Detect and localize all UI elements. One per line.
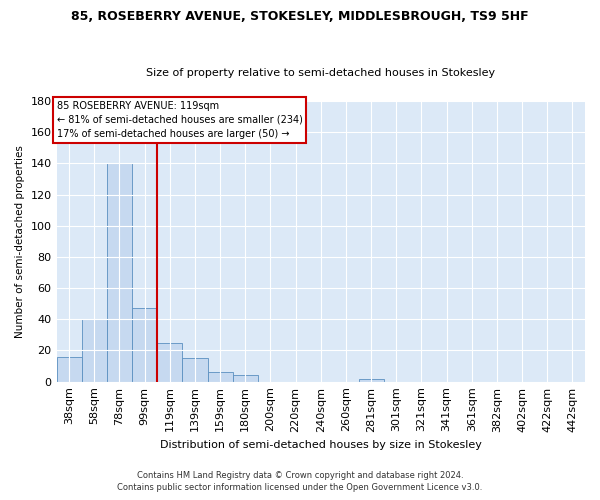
Text: 85, ROSEBERRY AVENUE, STOKESLEY, MIDDLESBROUGH, TS9 5HF: 85, ROSEBERRY AVENUE, STOKESLEY, MIDDLES… xyxy=(71,10,529,23)
Text: 85 ROSEBERRY AVENUE: 119sqm
← 81% of semi-detached houses are smaller (234)
17% : 85 ROSEBERRY AVENUE: 119sqm ← 81% of sem… xyxy=(56,101,302,139)
Bar xyxy=(157,342,182,382)
Bar xyxy=(208,372,233,382)
Bar xyxy=(359,378,383,382)
Y-axis label: Number of semi-detached properties: Number of semi-detached properties xyxy=(15,145,25,338)
Bar xyxy=(182,358,208,382)
Bar xyxy=(233,376,258,382)
Bar xyxy=(82,320,107,382)
Text: Contains HM Land Registry data © Crown copyright and database right 2024.
Contai: Contains HM Land Registry data © Crown c… xyxy=(118,471,482,492)
Bar xyxy=(132,308,157,382)
Bar xyxy=(107,164,132,382)
Bar xyxy=(56,356,82,382)
X-axis label: Distribution of semi-detached houses by size in Stokesley: Distribution of semi-detached houses by … xyxy=(160,440,482,450)
Title: Size of property relative to semi-detached houses in Stokesley: Size of property relative to semi-detach… xyxy=(146,68,496,78)
